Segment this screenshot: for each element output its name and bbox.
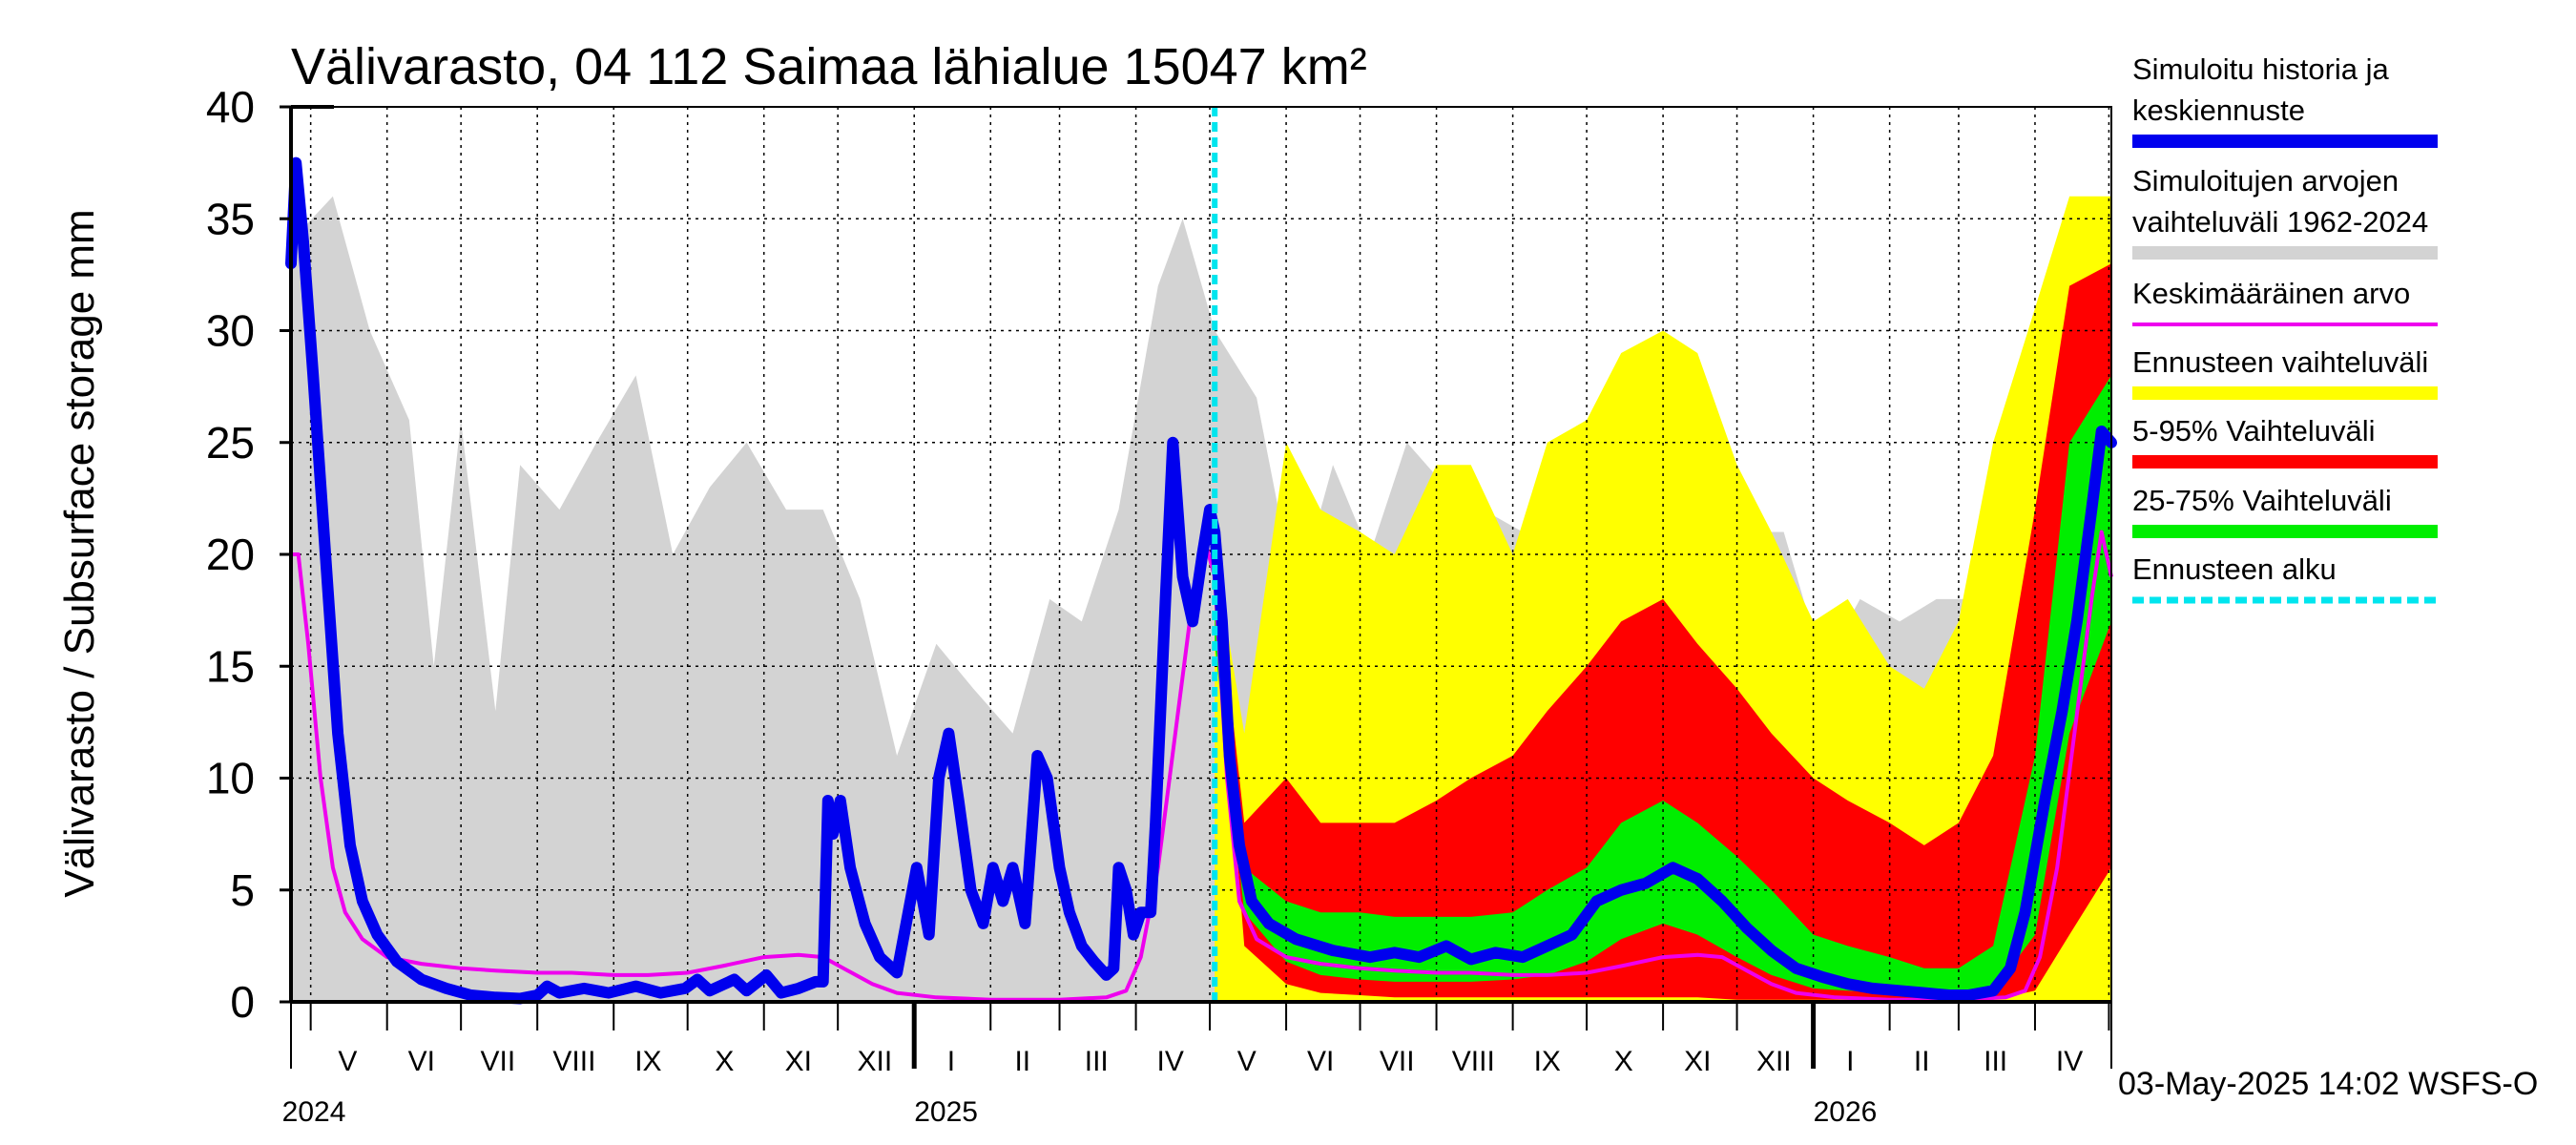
legend-label: keskiennuste <box>2132 94 2305 127</box>
y-tick-label: 0 <box>230 977 255 1027</box>
legend-label: vaihteluväli 1962-2024 <box>2132 205 2428 239</box>
month-label: II <box>1914 1046 1930 1077</box>
legend-label: 25-75% Vaihteluväli <box>2132 484 2392 517</box>
series-simulated-line <box>285 156 2117 1005</box>
y-tick-label: 35 <box>206 194 255 243</box>
footer-timestamp: 03-May-2025 14:02 WSFS-O <box>2118 1066 2538 1102</box>
month-label: I <box>947 1046 955 1077</box>
y-tick-label: 15 <box>206 641 255 691</box>
month-label: III <box>1085 1046 1109 1077</box>
y-tick-label: 25 <box>206 418 255 468</box>
y-tick-label: 5 <box>230 865 255 915</box>
percentile-5-95-band <box>1215 263 2111 1000</box>
legend-label: Simuloitujen arvojen <box>2132 164 2399 198</box>
y-tick-label: 10 <box>206 754 255 803</box>
percentile-5-95-layer <box>1215 263 2111 1000</box>
month-label: IX <box>1534 1046 1561 1077</box>
month-label: VII <box>481 1046 516 1077</box>
year-label: 2025 <box>914 1096 978 1128</box>
legend-label: Simuloitu historia ja <box>2132 52 2390 86</box>
chart-title: Välivarasto, 04 112 Saimaa lähialue 1504… <box>291 38 1367 95</box>
month-label: IV <box>2056 1046 2083 1077</box>
month-label: XI <box>1684 1046 1711 1077</box>
month-label: XII <box>858 1046 893 1077</box>
month-label: VII <box>1380 1046 1415 1077</box>
month-label: V <box>1237 1046 1257 1077</box>
month-label: XI <box>785 1046 812 1077</box>
month-label: X <box>715 1046 734 1077</box>
month-label: IX <box>634 1046 661 1077</box>
month-label: XII <box>1756 1046 1792 1077</box>
legend-label: 5-95% Vaihteluväli <box>2132 414 2375 448</box>
y-axis-label: Välivarasto / Subsurface storage mm <box>56 209 103 897</box>
y-tick-label: 40 <box>206 82 255 132</box>
legend: Simuloitu historia ja keskiennuste Simuloi… <box>2132 52 2438 604</box>
series-layer <box>285 107 2117 1005</box>
month-label: VI <box>408 1046 435 1077</box>
y-tick-label: 20 <box>206 530 255 579</box>
month-label: II <box>1014 1046 1030 1077</box>
month-label: VI <box>1307 1046 1334 1077</box>
y-tick-label: 30 <box>206 306 255 356</box>
legend-label: Keskimääräinen arvo <box>2132 277 2410 310</box>
legend-label: Ennusteen vaihteluväli <box>2132 345 2428 379</box>
month-label: V <box>338 1046 357 1077</box>
year-label: 2026 <box>1814 1096 1878 1128</box>
year-label: 2024 <box>282 1096 346 1128</box>
month-label: VIII <box>1452 1046 1495 1077</box>
month-label: III <box>1984 1046 2007 1077</box>
month-label: I <box>1846 1046 1854 1077</box>
month-label: IV <box>1157 1046 1184 1077</box>
month-label: VIII <box>552 1046 595 1077</box>
month-label: X <box>1614 1046 1633 1077</box>
legend-label: Ennusteen alku <box>2132 552 2337 586</box>
